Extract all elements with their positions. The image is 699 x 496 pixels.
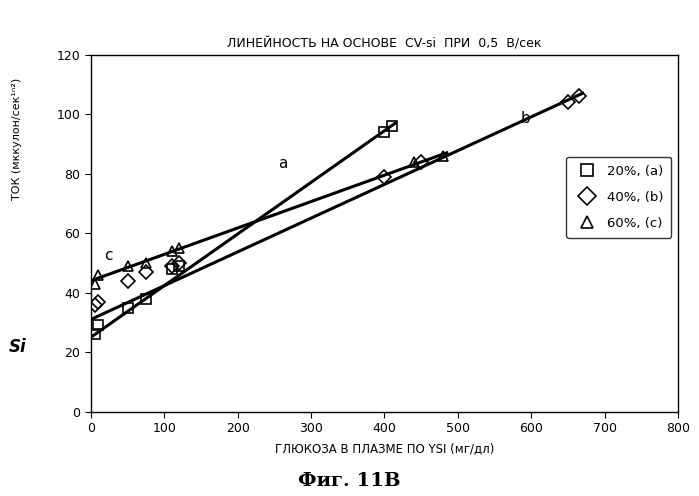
- X-axis label: ГЛЮКОЗА В ПЛАЗМЕ ПО YSI (мг/дл): ГЛЮКОЗА В ПЛАЗМЕ ПО YSI (мг/дл): [275, 442, 494, 455]
- Title: ЛИНЕЙНОСТЬ НА ОСНОВЕ  CV-si  ПРИ  0,5  В/сек: ЛИНЕЙНОСТЬ НА ОСНОВЕ CV-si ПРИ 0,5 В/сек: [227, 38, 542, 51]
- Text: Фиг. 11B: Фиг. 11B: [298, 472, 401, 490]
- Text: ТОК (мккулон/сек¹ⁿ²): ТОК (мккулон/сек¹ⁿ²): [13, 78, 22, 200]
- Text: b: b: [520, 111, 530, 126]
- Text: c: c: [104, 248, 113, 263]
- Text: a: a: [278, 156, 287, 171]
- Text: Si: Si: [8, 338, 27, 356]
- Legend: 20%, (a), 40%, (b), 60%, (c): 20%, (a), 40%, (b), 60%, (c): [566, 157, 672, 238]
